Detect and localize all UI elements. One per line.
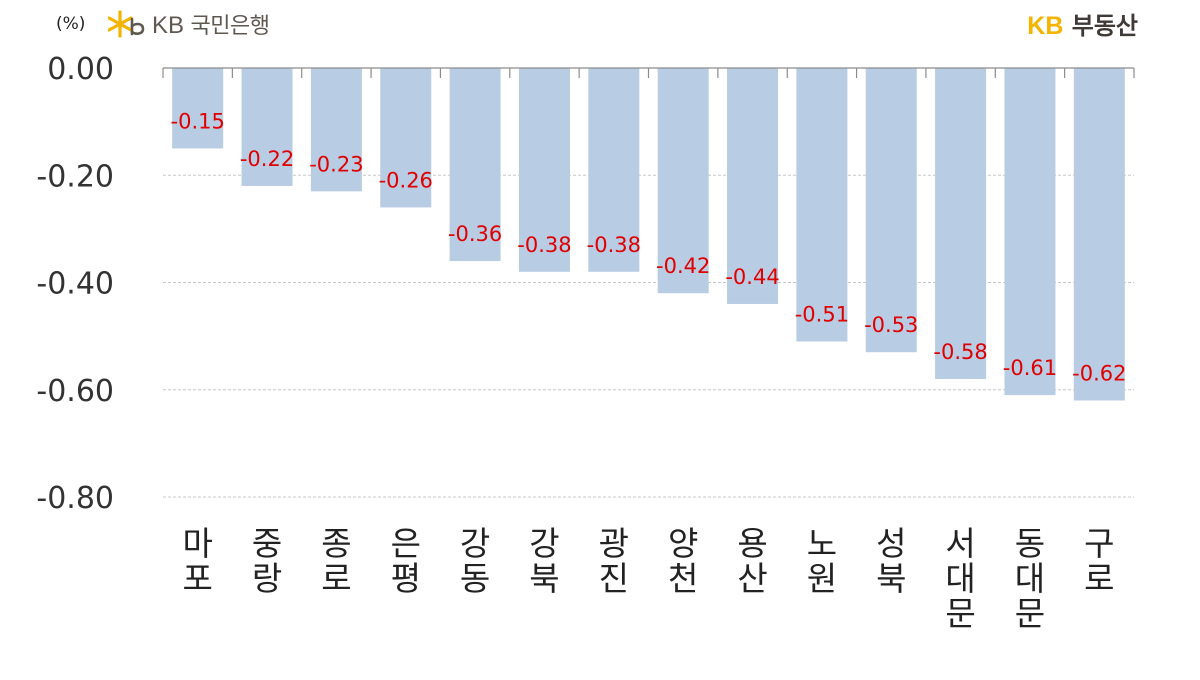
bar <box>935 68 987 380</box>
category-label-char: 원 <box>807 559 837 598</box>
category-label-char: 대 <box>945 559 975 598</box>
category-label-char: 천 <box>668 559 698 598</box>
y-axis-ticks: 0.00 -0.20 -0.40 -0.60 -0.80 <box>36 52 114 516</box>
bank-name: KB 국민은행 <box>152 8 270 40</box>
category-labels: 마 포중 랑종 로은 평강 동강 북광 진양 천용 산노 원성 북서 대 문동 대 문구 로 <box>182 524 1114 633</box>
y-unit-label: (%) <box>56 14 86 34</box>
data-label: -0.61 <box>1003 356 1057 380</box>
realty-logo-kb: KB <box>1027 12 1064 40</box>
y-tick-label: -0.20 <box>36 159 114 194</box>
bars <box>172 68 1125 401</box>
category-label-char: 용 <box>737 524 767 563</box>
bar <box>796 68 848 342</box>
kb-kookmin-bank-logo: KB 국민은행 <box>108 8 270 40</box>
category-label-char: 랑 <box>252 559 282 598</box>
bank-name-kb: KB <box>152 12 185 39</box>
bar <box>727 68 779 304</box>
bar <box>310 68 362 192</box>
bar <box>518 68 570 272</box>
category-label-char: 동 <box>460 559 490 598</box>
category-label-char: 마 <box>182 524 212 563</box>
data-label: -0.23 <box>309 152 363 176</box>
data-label: -0.15 <box>171 109 225 133</box>
y-tick-label: -0.40 <box>36 267 114 302</box>
category-label-char: 종 <box>321 524 351 563</box>
category-label-char: 대 <box>1015 559 1045 598</box>
category-label-char: 구 <box>1084 524 1114 563</box>
data-label: -0.38 <box>587 233 641 257</box>
bar <box>1004 68 1056 396</box>
data-label: -0.51 <box>795 302 849 326</box>
category-label-char: 성 <box>876 524 906 563</box>
category-label-char: 동 <box>1015 524 1045 563</box>
category-label-char: 중 <box>252 524 282 563</box>
bar <box>380 68 432 208</box>
x-axis <box>162 67 1135 78</box>
bar <box>241 68 293 186</box>
category-label-char: 광 <box>599 524 629 563</box>
bar <box>1073 68 1125 401</box>
category-label-char: 은 <box>391 524 421 563</box>
bar <box>865 68 917 353</box>
category-label-char: 로 <box>1084 559 1114 598</box>
data-labels: -0.15 -0.22 -0.23 -0.26 -0.36 -0.38 -0.38 -0.42… <box>171 109 1127 385</box>
category-label-char: 북 <box>876 559 906 598</box>
data-label: -0.42 <box>656 254 710 278</box>
y-tick-label: 0.00 <box>47 52 114 87</box>
category-label-char: 평 <box>391 559 421 598</box>
category-label-char: 양 <box>668 524 698 563</box>
bar <box>172 68 224 149</box>
data-label: -0.26 <box>379 168 433 192</box>
data-label: -0.62 <box>1072 361 1126 385</box>
category-label-char: 로 <box>321 559 351 598</box>
data-label: -0.58 <box>933 340 987 364</box>
bank-name-text: 국민은행 <box>190 14 270 39</box>
category-label-char: 산 <box>737 559 767 598</box>
data-label: -0.36 <box>448 222 502 246</box>
category-label-char: 문 <box>1015 594 1045 633</box>
category-label-char: 진 <box>599 559 629 598</box>
bar <box>588 68 640 272</box>
gridlines <box>163 174 1134 498</box>
kb-star-icon <box>108 10 145 38</box>
category-label-char: 포 <box>182 559 212 598</box>
category-label-char: 노 <box>807 524 837 563</box>
category-label-char: 서 <box>945 524 975 563</box>
category-label-char: 강 <box>460 524 490 563</box>
data-label: -0.38 <box>517 233 571 257</box>
y-tick-label: -0.60 <box>36 374 114 409</box>
category-label-char: 북 <box>529 559 559 598</box>
bar <box>657 68 709 294</box>
category-label-char: 강 <box>529 524 559 563</box>
data-label: -0.22 <box>240 147 294 171</box>
bar <box>449 68 501 262</box>
data-label: -0.44 <box>725 265 779 289</box>
data-label: -0.53 <box>864 313 918 337</box>
kb-realty-logo: KB 부동산 <box>1027 6 1138 41</box>
category-label-char: 문 <box>945 594 975 633</box>
y-tick-label: -0.80 <box>36 481 114 516</box>
realty-logo-text: 부동산 <box>1071 12 1138 40</box>
